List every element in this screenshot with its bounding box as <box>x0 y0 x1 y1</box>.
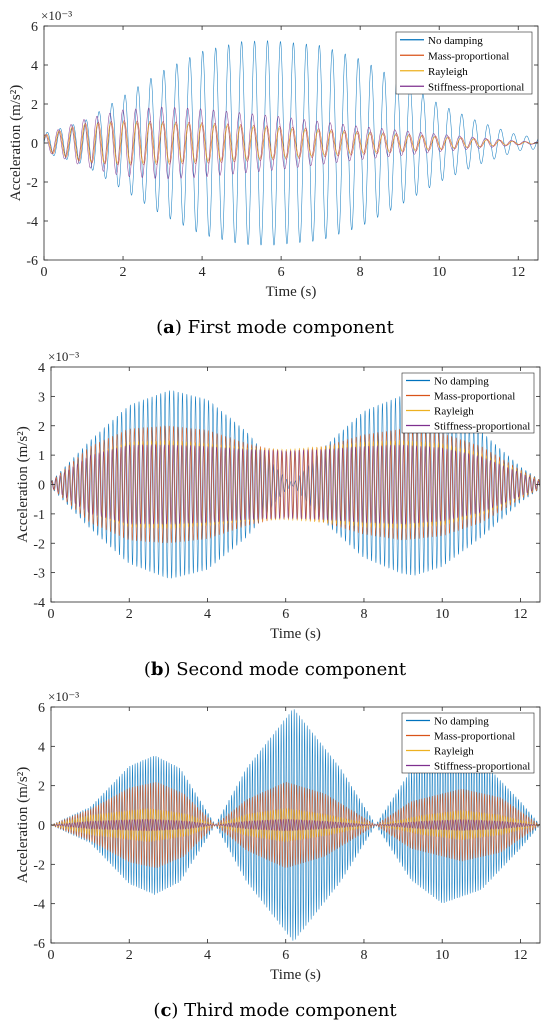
caption-a: (a) First mode component <box>156 317 394 338</box>
y-tick-label: 0 <box>31 137 38 152</box>
y-tick-label: -4 <box>33 596 45 611</box>
y-tick-label: 0 <box>38 819 45 834</box>
y-tick-label: -6 <box>26 254 38 269</box>
y-multiplier-label: ×10⁻³ <box>48 689 79 704</box>
x-tick-label: 8 <box>360 607 367 622</box>
caption-c: (c) Third mode component <box>153 1000 397 1021</box>
series-line-rayleigh <box>51 439 540 530</box>
series-line-no-damping <box>51 390 540 579</box>
y-tick-label: -6 <box>33 937 45 952</box>
y-axis-label: Acceleration (m/s²) <box>15 767 31 884</box>
y-multiplier-label: ×10⁻³ <box>41 8 72 23</box>
y-tick-label: -1 <box>33 508 45 523</box>
legend-entry: Mass-proportional <box>434 731 515 743</box>
legend: No damping Mass-proportional Rayleigh Stiff… <box>395 31 533 95</box>
y-tick-label: -2 <box>33 858 45 873</box>
y-tick-label: -4 <box>26 215 38 230</box>
legend: No damping Mass-proportional Rayleigh Stiff… <box>401 372 535 434</box>
legend-entry: Mass-proportional <box>428 50 509 62</box>
x-axis-label: Time (s) <box>270 626 321 642</box>
series-line-mass-proportional <box>51 781 540 869</box>
x-tick-label: 2 <box>120 265 127 280</box>
x-tick-label: 6 <box>278 265 285 280</box>
plot-area <box>44 40 538 246</box>
series-line-no-damping <box>44 40 538 246</box>
legend-entry: Stiffness-proportional <box>434 761 530 773</box>
y-tick-label: -4 <box>33 898 45 913</box>
y-tick-label: 4 <box>31 59 38 74</box>
legend-box <box>401 372 535 434</box>
y-multiplier-label: ×10⁻³ <box>48 349 79 364</box>
legend-entry: No damping <box>428 35 483 47</box>
legend-entry: Rayleigh <box>428 66 468 78</box>
y-tick-label: 0 <box>38 479 45 494</box>
series-line-stiffness-proportional <box>51 443 540 526</box>
series-line-rayleigh <box>51 807 540 843</box>
y-tick-label: 4 <box>38 740 45 755</box>
x-tick-label: 8 <box>357 265 364 280</box>
series-line-stiffness-proportional <box>51 818 540 832</box>
y-axis-label: Acceleration (m/s²) <box>15 426 31 543</box>
y-axis-label: Acceleration (m/s²) <box>8 85 24 202</box>
x-tick-label: 8 <box>360 948 367 963</box>
y-tick-label: 4 <box>38 361 45 376</box>
x-tick-label: 0 <box>48 607 55 622</box>
y-tick-label: -2 <box>26 176 38 191</box>
x-tick-label: 10 <box>432 265 446 280</box>
legend-entry: Rayleigh <box>434 746 474 758</box>
y-tick-label: 3 <box>38 390 45 405</box>
y-tick-label: -3 <box>33 567 45 582</box>
x-tick-label: 10 <box>435 948 449 963</box>
y-tick-label: -2 <box>33 537 45 552</box>
legend-entry: Rayleigh <box>434 406 474 418</box>
x-tick-label: 4 <box>199 265 206 280</box>
x-axis-label: Time (s) <box>266 284 317 300</box>
series-line-mass-proportional <box>44 120 538 166</box>
legend-entry: No damping <box>434 716 489 728</box>
x-tick-label: 6 <box>282 607 289 622</box>
x-tick-label: 4 <box>204 607 211 622</box>
y-tick-label: 2 <box>38 780 45 795</box>
legend-entry: No damping <box>434 376 489 388</box>
legend-entry: Mass-proportional <box>434 391 515 403</box>
legend-entry: Stiffness-proportional <box>434 421 530 433</box>
x-tick-label: 0 <box>41 265 48 280</box>
legend-box <box>401 712 535 774</box>
y-tick-label: 2 <box>31 98 38 113</box>
y-tick-label: 6 <box>31 20 38 35</box>
x-tick-label: 10 <box>435 607 449 622</box>
x-axis-label: Time (s) <box>270 967 321 983</box>
y-tick-label: 2 <box>38 420 45 435</box>
y-tick-label: 6 <box>38 701 45 716</box>
x-tick-label: 0 <box>48 948 55 963</box>
legend-entry: Stiffness-proportional <box>428 81 524 93</box>
x-tick-label: 12 <box>513 948 527 963</box>
legend: No damping Mass-proportional Rayleigh Stiff… <box>401 712 535 774</box>
plot-area <box>51 390 540 579</box>
x-tick-label: 6 <box>282 948 289 963</box>
caption-b: (b) Second mode component <box>143 659 407 680</box>
x-tick-label: 4 <box>204 948 211 963</box>
x-tick-label: 2 <box>126 607 133 622</box>
x-tick-label: 2 <box>126 948 133 963</box>
x-tick-label: 12 <box>513 607 527 622</box>
x-tick-label: 12 <box>511 265 525 280</box>
series-line-stiffness-proportional <box>44 106 538 180</box>
legend-box <box>395 31 533 95</box>
y-tick-label: 1 <box>38 449 45 464</box>
